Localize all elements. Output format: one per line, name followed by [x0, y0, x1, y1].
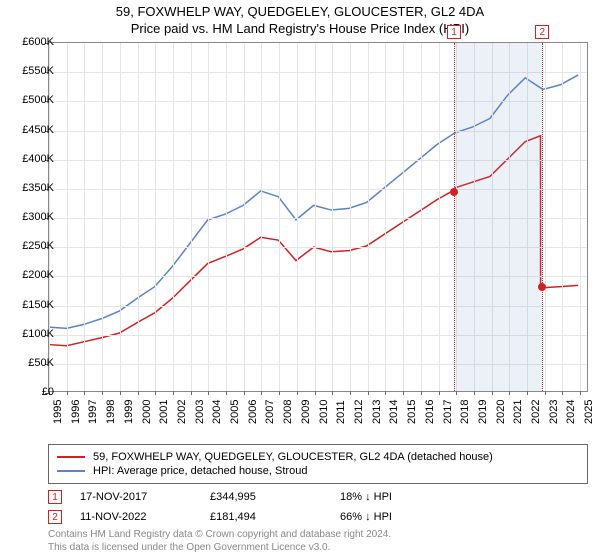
x-tick-label: 2022	[530, 400, 542, 424]
x-tick-label: 2009	[300, 400, 312, 424]
y-tick-label: £400K	[22, 153, 54, 165]
legend-label-hpi: HPI: Average price, detached house, Stro…	[93, 465, 307, 477]
x-tick-label: 2023	[548, 400, 560, 424]
marker-box-1: 1	[447, 25, 461, 39]
chart-subtitle: Price paid vs. HM Land Registry's House …	[0, 19, 600, 36]
marker-line	[542, 43, 543, 391]
x-tick-label: 2012	[353, 400, 365, 424]
x-tick-label: 2017	[442, 400, 454, 424]
y-tick-label: £250K	[22, 240, 54, 252]
x-tick-label: 2016	[424, 400, 436, 424]
transaction-delta-1: 18% ↓ HPI	[340, 491, 470, 503]
x-tick-label: 2004	[211, 400, 223, 424]
transaction-price-1: £344,995	[210, 491, 340, 503]
shade-band	[454, 43, 542, 391]
chart-title: 59, FOXWHELP WAY, QUEDGELEY, GLOUCESTER,…	[0, 0, 600, 19]
x-tick-label: 1998	[105, 400, 117, 424]
legend-row-hpi: HPI: Average price, detached house, Stro…	[57, 465, 579, 477]
x-tick-label: 2003	[194, 400, 206, 424]
legend-swatch-price	[57, 456, 85, 458]
transaction-date-2: 11-NOV-2022	[80, 511, 210, 523]
x-tick-label: 2007	[264, 400, 276, 424]
y-tick-label: £550K	[22, 65, 54, 77]
x-tick-label: 1999	[123, 400, 135, 424]
transaction-row: 2 11-NOV-2022 £181,494 66% ↓ HPI	[48, 508, 588, 526]
y-tick-label: £50K	[28, 357, 54, 369]
transaction-price-2: £181,494	[210, 511, 340, 523]
x-tick-label: 2006	[247, 400, 259, 424]
footer-text: Contains HM Land Registry data © Crown c…	[48, 528, 588, 554]
y-tick-label: £350K	[22, 182, 54, 194]
y-tick-label: £500K	[22, 94, 54, 106]
x-tick-label: 2021	[512, 400, 524, 424]
marker-line	[454, 43, 455, 391]
transaction-delta-2: 66% ↓ HPI	[340, 511, 470, 523]
x-tick-label: 2001	[158, 400, 170, 424]
x-tick-label: 2013	[371, 400, 383, 424]
x-tick-label: 1996	[70, 400, 82, 424]
footer-line-2: This data is licensed under the Open Gov…	[48, 541, 588, 554]
legend-swatch-hpi	[57, 470, 85, 472]
legend-box: 59, FOXWHELP WAY, QUEDGELEY, GLOUCESTER,…	[48, 444, 588, 484]
data-point-1	[450, 188, 458, 196]
y-tick-label: £0	[42, 386, 54, 398]
x-tick-label: 2019	[477, 400, 489, 424]
transaction-row: 1 17-NOV-2017 £344,995 18% ↓ HPI	[48, 488, 588, 506]
x-tick-label: 2008	[282, 400, 294, 424]
x-tick-label: 1995	[52, 400, 64, 424]
transactions-table: 1 17-NOV-2017 £344,995 18% ↓ HPI 2 11-NO…	[48, 486, 588, 528]
chart-container: 59, FOXWHELP WAY, QUEDGELEY, GLOUCESTER,…	[0, 0, 600, 560]
y-tick-label: £450K	[22, 124, 54, 136]
x-tick-label: 2002	[176, 400, 188, 424]
y-tick-label: £150K	[22, 299, 54, 311]
legend-row-price: 59, FOXWHELP WAY, QUEDGELEY, GLOUCESTER,…	[57, 451, 579, 463]
marker-box-2: 2	[535, 25, 549, 39]
y-tick-label: £200K	[22, 269, 54, 281]
transaction-date-1: 17-NOV-2017	[80, 491, 210, 503]
x-tick-label: 2000	[141, 400, 153, 424]
transaction-marker-2: 2	[48, 510, 62, 524]
data-point-2	[538, 283, 546, 291]
x-tick-label: 1997	[87, 400, 99, 424]
plot-area: 12	[48, 42, 588, 392]
legend-label-price: 59, FOXWHELP WAY, QUEDGELEY, GLOUCESTER,…	[93, 451, 493, 463]
y-tick-label: £100K	[22, 328, 54, 340]
x-tick-label: 2011	[335, 400, 347, 424]
y-tick-label: £300K	[22, 211, 54, 223]
transaction-marker-1: 1	[48, 490, 62, 504]
x-tick-label: 2015	[406, 400, 418, 424]
x-tick-label: 2024	[565, 400, 577, 424]
x-tick-label: 2014	[388, 400, 400, 424]
x-tick-label: 2005	[229, 400, 241, 424]
x-tick-label: 2025	[583, 400, 595, 424]
x-tick-label: 2020	[495, 400, 507, 424]
x-tick-label: 2018	[459, 400, 471, 424]
x-tick-label: 2010	[318, 400, 330, 424]
y-tick-label: £600K	[22, 36, 54, 48]
footer-line-1: Contains HM Land Registry data © Crown c…	[48, 528, 588, 541]
